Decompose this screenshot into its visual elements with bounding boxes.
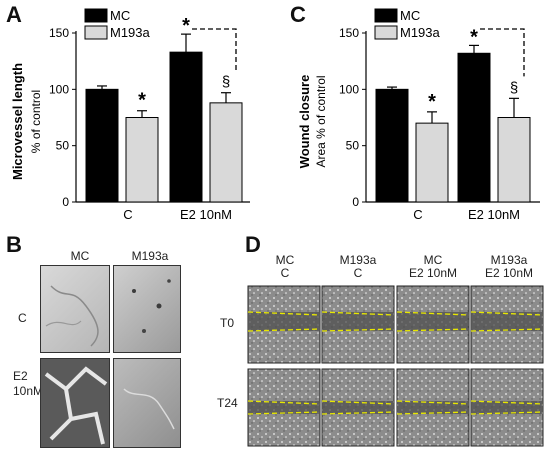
- micrograph-m193a-e2: [113, 358, 181, 448]
- wound-edge-top-r0-c2: [396, 311, 470, 316]
- chart-c-bar-mc-1: [457, 52, 491, 203]
- chart-a-y-label-unit: % of control: [29, 90, 43, 153]
- chart-c-bar-mc-0: [375, 88, 409, 203]
- chart-a-x-tick-label-1: E2 10nM: [180, 207, 232, 222]
- chart-c: 0 50 100 150 Wound closure Area % of control C…: [297, 8, 540, 222]
- micrograph-mc-control: [40, 265, 110, 353]
- panel-b-col-label-mc: MC: [70, 249, 90, 263]
- chart-a-significance-bracket: [192, 28, 237, 71]
- micrograph-m193a-e2-texture: [123, 388, 175, 430]
- micrograph-mc-e2: [40, 358, 110, 448]
- panel-b-row-label-e2: E2 10nM: [13, 369, 44, 398]
- chart-a-annotation-star-control: *: [138, 90, 146, 112]
- chart-a-bar-mc-0: [85, 88, 119, 203]
- chart-a-y-tick-label-3: 150: [49, 26, 69, 40]
- chart-c-annotation-star-e2: *: [470, 26, 478, 48]
- wound-edge-top-r1-c3: [470, 400, 544, 405]
- chart-a-legend-swatch-mc: [84, 8, 108, 23]
- wound-edge-bottom-r1-c0: [247, 411, 321, 415]
- chart-a-bar-mc-1: [169, 51, 203, 203]
- chart-c-bar-m193a-1: [497, 117, 531, 203]
- chart-c-annotation-section: §: [510, 79, 518, 96]
- panel-d-col-label-1: MC C: [275, 253, 295, 280]
- chart-a: 0 50 100 150 Microvessel length % of control C…: [10, 8, 250, 222]
- chart-a-annotation-section: §: [222, 74, 230, 91]
- chart-c-legend-label-m193a: M193a: [400, 25, 441, 40]
- chart-a-bar-m193a-0: [125, 117, 159, 203]
- chart-a-y-label-title: Microvessel length: [10, 63, 25, 180]
- wound-edge-top-r1-c0: [247, 400, 321, 405]
- chart-c-x-tick-label-0: C: [413, 207, 422, 222]
- wound-edge-top-r0-c0: [247, 311, 321, 316]
- wound-edge-bottom-r1-c3: [470, 411, 544, 415]
- chart-a-x-tick-label-0: C: [123, 207, 132, 222]
- chart-a-legend-label-mc: MC: [110, 8, 130, 23]
- panel-d-col-label-2: M193a C: [339, 253, 377, 280]
- chart-a-annotation-star-e2: *: [182, 15, 190, 37]
- chart-c-y-tick-label-2: 100: [339, 82, 359, 96]
- chart-a-y-tick-label-1: 50: [56, 139, 70, 153]
- panel-d-col-label-4: M193a E2 10nM: [484, 253, 534, 280]
- panel-letter-c: C: [290, 2, 306, 27]
- chart-a-legend-label-m193a: M193a: [110, 25, 151, 40]
- wound-gap-r0-c0: [249, 312, 319, 331]
- panel-d-row-label-t24: T24: [217, 396, 238, 410]
- wound-edge-bottom-r0-c3: [470, 328, 544, 332]
- wound-edge-top-r0-c3: [470, 311, 544, 316]
- wound-gap-r0-c2: [398, 312, 468, 331]
- wound-gap-r1-c2: [398, 401, 468, 414]
- wound-edge-bottom-r1-c1: [321, 411, 395, 415]
- chart-c-legend-swatch-mc: [374, 8, 398, 23]
- chart-a-y-tick-label-2: 100: [49, 82, 69, 96]
- chart-c-annotation-star-control: *: [428, 91, 436, 113]
- chart-c-bar-m193a-0: [415, 122, 449, 203]
- panel-b-col-label-m193a: M193a: [131, 249, 169, 263]
- chart-c-y-tick-label-0: 0: [352, 195, 359, 209]
- micrograph-mc-control-texture: [45, 285, 99, 347]
- chart-c-y-tick-label-1: 50: [346, 139, 360, 153]
- wound-edge-bottom-r1-c2: [396, 411, 470, 415]
- chart-c-legend-swatch-m193a: [374, 25, 398, 40]
- panel-d-row-label-t0: T0: [220, 316, 235, 330]
- chart-c-y-label-title: Wound closure: [297, 75, 312, 169]
- chart-a-legend-swatch-m193a: [84, 25, 108, 40]
- panel-letter-b: B: [6, 232, 22, 257]
- chart-c-significance-bracket: [480, 28, 525, 77]
- micrograph-mc-e2-texture: [44, 366, 108, 445]
- panel-letter-d: D: [245, 232, 261, 257]
- panel-b-row-label-c: C: [18, 311, 27, 325]
- chart-c-y-tick-label-3: 150: [339, 26, 359, 40]
- chart-c-y-label-unit: Area % of control: [314, 75, 328, 167]
- panel-d-images: [247, 285, 544, 447]
- wound-edge-top-r1-c1: [321, 400, 395, 405]
- wound-edge-top-r1-c2: [396, 400, 470, 405]
- wound-gap-r1-c3: [472, 401, 542, 414]
- chart-c-x-tick-label-1: E2 10nM: [468, 207, 520, 222]
- chart-a-bar-m193a-1: [209, 102, 243, 203]
- wound-gap-r0-c1: [323, 312, 393, 331]
- chart-a-y-tick-label-0: 0: [62, 195, 69, 209]
- wound-gap-r0-c3: [472, 312, 542, 331]
- micrograph-m193a-control-texture: [132, 279, 171, 333]
- micrograph-m193a-control: [113, 265, 181, 353]
- wound-edge-bottom-r0-c0: [247, 328, 321, 332]
- wound-gap-r1-c1: [323, 401, 393, 414]
- panel-d-col-label-3: MC E2 10nM: [408, 253, 458, 280]
- wound-edge-bottom-r0-c2: [396, 328, 470, 332]
- wound-edge-top-r0-c1: [321, 311, 395, 316]
- panel-letter-a: A: [6, 2, 22, 27]
- wound-gap-r1-c0: [249, 401, 319, 414]
- wound-edge-bottom-r0-c1: [321, 328, 395, 332]
- chart-c-legend-label-mc: MC: [400, 8, 420, 23]
